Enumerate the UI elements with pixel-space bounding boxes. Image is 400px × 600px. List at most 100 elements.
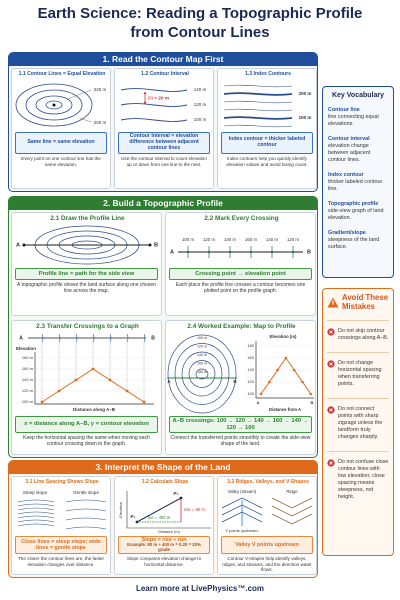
contour-line — [174, 343, 230, 405]
mistake-item: Do not skip contour crossings along A–B. — [327, 319, 389, 352]
caption: Slope compares elevation change to horiz… — [126, 556, 202, 567]
diagram-label: Steep slope — [23, 490, 48, 495]
vocabulary-title: Key Vocabulary — [331, 92, 384, 99]
no-icon — [327, 406, 335, 414]
contour-line — [17, 503, 55, 507]
contour-line — [120, 118, 188, 122]
contour-line — [120, 103, 188, 107]
page-title: Earth Science: Reading a Topographic Pro… — [37, 5, 363, 41]
vocabulary-term: Contour interval — [328, 136, 370, 143]
diagram-label: 100 m — [197, 336, 207, 340]
panel: 1.1 Contour Lines = Equal Elevation 220 m… — [11, 68, 111, 189]
diagram-label: 140 — [247, 367, 254, 372]
contour-tick — [75, 333, 78, 343]
profile-curve — [260, 357, 312, 395]
mistake-item: Do not confuse close contour lines with … — [327, 451, 389, 511]
contour-line — [17, 507, 55, 511]
caption: Keep the horizontal spacing the same whe… — [23, 435, 150, 448]
callout: Valley V points upstream — [221, 536, 313, 554]
contour-line — [65, 517, 107, 521]
diagram-label: 160 m — [22, 366, 34, 371]
vocabulary-definition: steepness of the land surface. — [328, 237, 380, 251]
contour-line — [223, 124, 293, 128]
endpoint — [22, 243, 26, 247]
diagram: 200 m 100 m — [223, 84, 311, 128]
diagram: 140 m 120 m 100 m CI = 20 m — [120, 87, 207, 122]
mistake-text: Do not change horizontal spacing when tr… — [338, 359, 382, 387]
panel: 3.2 Calculate Slope P₂ P₁ rise = 80 m run = … — [114, 476, 214, 575]
profile-point — [259, 392, 263, 396]
diagram-label: P₂ — [173, 491, 178, 496]
contour-line — [223, 108, 293, 112]
diagram: Steep slope Gentle slope — [17, 490, 107, 530]
diagram-label: A — [257, 400, 260, 405]
panel-title: 2.2 Mark Every Crossing — [204, 215, 279, 222]
contour-line — [223, 100, 293, 104]
diagram-label: Elevation — [16, 346, 36, 351]
diagram-label: 140 m — [197, 353, 207, 357]
profile-point — [309, 392, 313, 396]
contour-line — [223, 92, 293, 96]
panel-title: 2.3 Transfer Crossings to a Graph — [36, 323, 139, 330]
panel: 2.3 Transfer Crossings to a Graph A B Eleva… — [11, 320, 162, 455]
contour-line — [181, 351, 223, 397]
diagram-label: 120 m — [203, 237, 215, 242]
endpoint — [148, 243, 152, 247]
contour-line — [120, 88, 188, 92]
diagram-label: B — [154, 242, 158, 248]
mistake-item: Do not connect points with sharp zigzags… — [327, 398, 389, 451]
caption: Use the contour interval to count elevat… — [121, 156, 207, 167]
diagram-label: Valley (stream) — [228, 489, 257, 494]
diagram-label: 200 m — [94, 120, 107, 125]
callout: Index contour = thicker labeled contour — [221, 132, 313, 154]
axes — [34, 352, 154, 405]
diagram-label: A — [16, 242, 20, 248]
diagram-label: Ridge — [286, 489, 298, 494]
vocabulary-term: Contour line — [328, 107, 360, 113]
vocabulary-definition: thicker labeled contour line. — [328, 179, 383, 193]
vocabulary-item: Topographic profile side-view graph of la… — [328, 201, 388, 222]
crossing-point — [249, 250, 253, 254]
diagram-label: B — [311, 400, 314, 405]
callout: Same line = same elevation — [15, 132, 107, 154]
caption: Each place the profile line crosses a co… — [175, 282, 306, 295]
profile-point — [74, 378, 78, 382]
axes — [126, 491, 211, 529]
diagram-label: A — [170, 249, 174, 255]
section-heading: 3. Interpret the Shape of the Land — [9, 461, 317, 474]
diagram-label: 120 m — [287, 237, 299, 242]
vocabulary-item: Gradient/slope steepness of the land surf… — [328, 230, 388, 251]
point — [135, 520, 139, 524]
profile-point — [284, 356, 288, 360]
panel: 2.2 Mark Every Crossing 100 m 120 m 140 m 16… — [165, 212, 316, 316]
contour-line — [17, 519, 55, 523]
contour-line — [195, 368, 209, 380]
panel-title: 3.2 Calculate Slope — [141, 479, 189, 485]
profile-point — [268, 380, 271, 384]
contour-line — [221, 497, 263, 509]
vocabulary-definition: side-view graph of land elevation. — [328, 208, 384, 222]
diagram-label: 220 m — [94, 87, 107, 92]
footer: Learn more at LivePhysics™.com — [135, 584, 265, 593]
callout: Profile line = path for the side view — [15, 268, 158, 280]
contour-tick — [143, 333, 146, 343]
vocabulary-definition: elevation change between adjacent contou… — [328, 143, 371, 164]
section-heading: 2. Build a Topographic Profile — [9, 197, 317, 210]
diagram-label: 120 m — [22, 388, 34, 393]
contour-line — [17, 511, 55, 515]
diagram-label: B — [307, 249, 311, 255]
vocabulary-term: Topographic profile — [328, 201, 379, 208]
mistake-item: Do not change horizontal spacing when tr… — [327, 351, 389, 398]
vocabulary-item: Contour interval elevation change between… — [328, 136, 388, 164]
mistake-text: Do not confuse close contour lines with … — [338, 459, 389, 501]
profile-point — [57, 389, 61, 393]
callout: Crossing point → elevation point — [169, 268, 312, 280]
profile-curve — [41, 368, 145, 403]
diagram-label: A — [19, 335, 23, 341]
callout: Close lines = steep slope; wide lines = … — [15, 536, 107, 554]
diagram-label: 180 m — [22, 355, 34, 360]
panel: 3.1 Line Spacing Shows Slope Steep slope G… — [11, 476, 111, 575]
mistake-text: Do not skip contour crossings along A–B. — [338, 327, 389, 341]
